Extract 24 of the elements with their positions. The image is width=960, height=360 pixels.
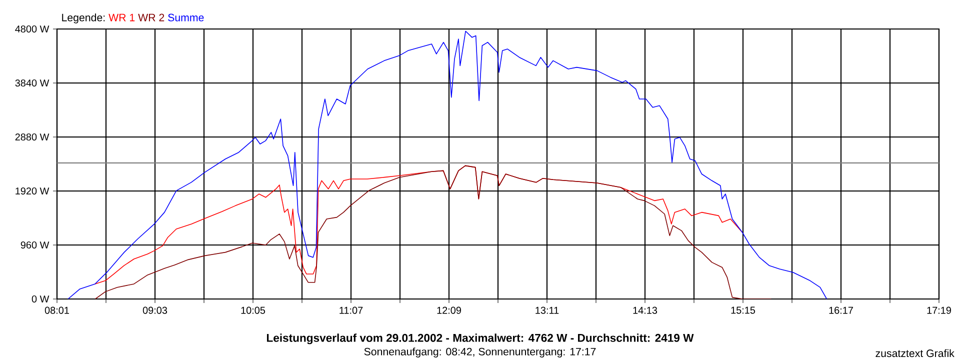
x-tick-label: 16:17	[829, 306, 853, 314]
text: Summe	[168, 14, 204, 22]
line-series	[68, 30, 828, 299]
legend-title: Legende:	[62, 13, 105, 24]
y-tick-label: 960 W	[20, 241, 50, 249]
x-tick-label: 08:01	[44, 306, 69, 314]
text: Sonnenaufgang: 08:42, Sonnenuntergang: 17:17	[364, 348, 596, 358]
x-tick-label: 09:03	[142, 306, 168, 314]
y-tick-label: 3840 W	[15, 79, 50, 87]
x-tick-label: 17:19	[927, 306, 951, 314]
x-tick-label: 11:07	[340, 306, 363, 314]
text: zusatztext Grafik	[876, 349, 954, 358]
y-tick-label: 2880 W	[15, 133, 50, 141]
y-tick-label: 4800 W	[15, 25, 50, 33]
y-tick-label: 1920 W	[16, 187, 50, 195]
x-tick-label: 14:13	[633, 306, 658, 314]
y-tick-label: 0 W	[32, 295, 50, 303]
text: Leistungsverlauf vom 29.01.2002 - Maximalwert: 4762 W - Durchschnitt: 2419 W	[266, 334, 694, 344]
text: WR 1	[108, 14, 135, 22]
x-tick-label: 12:09	[437, 306, 461, 314]
x-tick-label: 13:11	[536, 306, 559, 314]
text: WR 2	[138, 14, 164, 22]
x-tick-label: 10:05	[241, 306, 266, 314]
x-tick-label: 15:15	[731, 306, 756, 314]
